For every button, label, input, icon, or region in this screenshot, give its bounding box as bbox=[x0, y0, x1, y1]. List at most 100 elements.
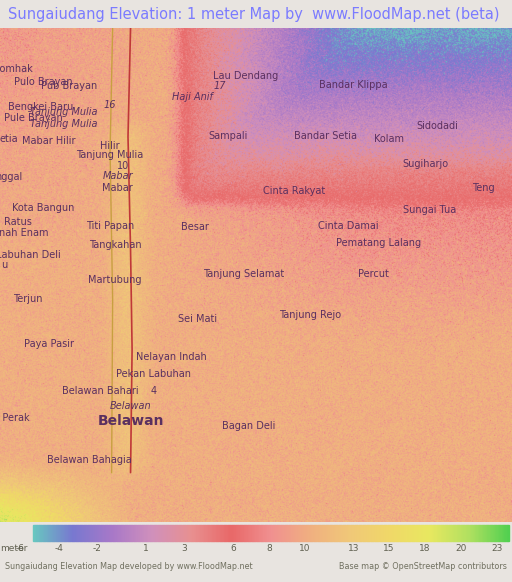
Text: Sugiharjo: Sugiharjo bbox=[402, 159, 448, 169]
Bar bbox=[494, 524, 495, 541]
Bar bbox=[387, 524, 388, 541]
Text: -2: -2 bbox=[93, 544, 102, 553]
Bar bbox=[397, 524, 398, 541]
Bar bbox=[245, 524, 246, 541]
Bar bbox=[118, 524, 119, 541]
Bar bbox=[385, 524, 387, 541]
Bar bbox=[244, 524, 245, 541]
Text: Percut: Percut bbox=[358, 269, 389, 279]
Bar bbox=[121, 524, 122, 541]
Bar bbox=[473, 524, 474, 541]
Bar bbox=[285, 524, 286, 541]
Text: Pule Brayan: Pule Brayan bbox=[4, 113, 62, 123]
Text: 23: 23 bbox=[491, 544, 502, 553]
Bar bbox=[332, 524, 333, 541]
Text: anah Enam: anah Enam bbox=[0, 228, 48, 238]
Bar bbox=[347, 524, 348, 541]
Bar bbox=[462, 524, 463, 541]
Bar bbox=[56, 524, 57, 541]
Bar bbox=[267, 524, 269, 541]
Bar bbox=[276, 524, 278, 541]
Bar bbox=[54, 524, 56, 541]
Bar bbox=[60, 524, 61, 541]
Bar bbox=[129, 524, 130, 541]
Text: Pekan Labuhan: Pekan Labuhan bbox=[116, 369, 191, 379]
Bar bbox=[33, 524, 35, 541]
Bar bbox=[421, 524, 422, 541]
Bar bbox=[295, 524, 296, 541]
Bar bbox=[482, 524, 483, 541]
Bar bbox=[195, 524, 196, 541]
Bar bbox=[286, 524, 287, 541]
Text: 13: 13 bbox=[348, 544, 359, 553]
Bar bbox=[254, 524, 255, 541]
Bar bbox=[416, 524, 417, 541]
Bar bbox=[307, 524, 308, 541]
Bar bbox=[127, 524, 129, 541]
Text: Tanjung Mulia: Tanjung Mulia bbox=[30, 119, 98, 129]
Bar bbox=[48, 524, 49, 541]
Bar bbox=[378, 524, 380, 541]
Bar bbox=[126, 524, 127, 541]
Text: Pub Brayan: Pub Brayan bbox=[41, 81, 97, 91]
Bar bbox=[426, 524, 428, 541]
Bar bbox=[453, 524, 454, 541]
Text: Mabar: Mabar bbox=[102, 171, 133, 181]
Bar bbox=[171, 524, 172, 541]
Bar bbox=[333, 524, 335, 541]
Bar bbox=[331, 524, 332, 541]
Bar bbox=[443, 524, 444, 541]
Bar bbox=[468, 524, 470, 541]
Bar bbox=[308, 524, 310, 541]
Bar bbox=[184, 524, 185, 541]
Bar bbox=[65, 524, 67, 541]
Bar bbox=[274, 524, 275, 541]
Bar bbox=[251, 524, 253, 541]
Bar bbox=[147, 524, 148, 541]
Bar bbox=[187, 524, 188, 541]
Bar bbox=[106, 524, 108, 541]
Bar bbox=[167, 524, 168, 541]
Bar bbox=[496, 524, 498, 541]
Bar bbox=[402, 524, 403, 541]
Bar bbox=[181, 524, 183, 541]
Bar bbox=[175, 524, 176, 541]
Bar bbox=[226, 524, 228, 541]
Bar bbox=[328, 524, 330, 541]
Bar bbox=[153, 524, 154, 541]
Bar bbox=[324, 524, 326, 541]
Bar bbox=[437, 524, 438, 541]
Bar bbox=[355, 524, 356, 541]
Bar bbox=[183, 524, 184, 541]
Bar bbox=[133, 524, 134, 541]
Bar bbox=[488, 524, 489, 541]
Text: Sidodadi: Sidodadi bbox=[417, 121, 459, 131]
Bar bbox=[292, 524, 294, 541]
Bar bbox=[303, 524, 305, 541]
Bar bbox=[83, 524, 85, 541]
Bar bbox=[414, 524, 416, 541]
Bar bbox=[346, 524, 347, 541]
Bar bbox=[78, 524, 79, 541]
Bar bbox=[139, 524, 140, 541]
Bar bbox=[410, 524, 412, 541]
Bar bbox=[389, 524, 390, 541]
Bar bbox=[439, 524, 441, 541]
Bar bbox=[204, 524, 205, 541]
Bar bbox=[88, 524, 89, 541]
Bar bbox=[470, 524, 471, 541]
Bar bbox=[451, 524, 453, 541]
Text: etia: etia bbox=[0, 134, 18, 144]
Bar bbox=[148, 524, 150, 541]
Bar bbox=[212, 524, 213, 541]
Bar bbox=[261, 524, 262, 541]
Bar bbox=[317, 524, 319, 541]
Bar bbox=[188, 524, 189, 541]
Bar bbox=[336, 524, 337, 541]
Bar bbox=[197, 524, 199, 541]
Bar bbox=[376, 524, 377, 541]
Bar bbox=[142, 524, 143, 541]
Bar bbox=[353, 524, 355, 541]
Bar bbox=[82, 524, 83, 541]
Bar bbox=[266, 524, 267, 541]
